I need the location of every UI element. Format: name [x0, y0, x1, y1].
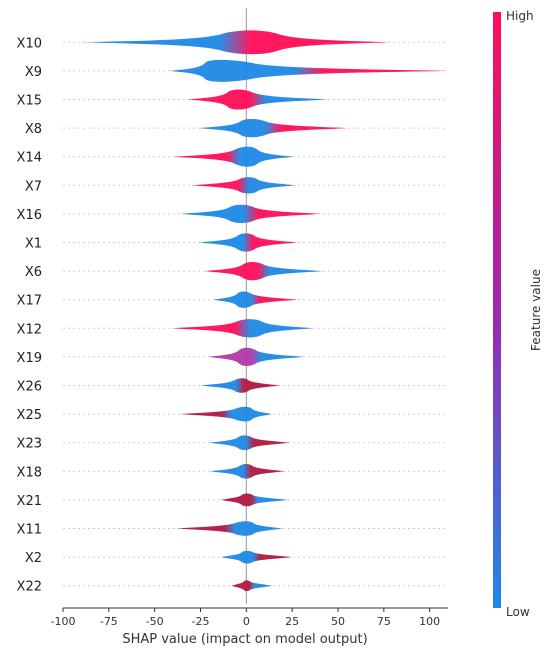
violin-x23 — [209, 435, 291, 451]
violin-x16 — [180, 204, 322, 224]
violin-x25 — [180, 406, 272, 422]
violin-x8 — [198, 118, 348, 138]
violin-x6 — [204, 261, 324, 281]
feature-label: X6 — [25, 265, 42, 280]
feature-label: X18 — [17, 465, 42, 480]
feature-label: X12 — [17, 322, 42, 337]
feature-label: X25 — [17, 408, 42, 423]
violins — [81, 30, 449, 592]
colorbar-low-label: Low — [506, 605, 530, 619]
x-tick-label: 25 — [285, 615, 299, 628]
violin-x1 — [198, 233, 298, 252]
x-axis-title: SHAP value (impact on model output) — [122, 632, 367, 647]
violin-x2 — [220, 550, 293, 564]
feature-label: X2 — [25, 551, 42, 566]
violin-x9 — [169, 59, 449, 82]
feature-label: X15 — [17, 94, 42, 109]
feature-label: X10 — [17, 36, 42, 51]
gridlines — [63, 41, 448, 587]
feature-label: X17 — [17, 294, 42, 309]
x-tick-label: 75 — [377, 615, 391, 628]
x-tick-label: -50 — [146, 615, 164, 628]
x-tick-label: 50 — [331, 615, 345, 628]
feature-label: X14 — [17, 151, 42, 166]
violin-x12 — [171, 319, 315, 338]
feature-label: X16 — [17, 208, 42, 223]
colorbar-high-label: High — [506, 9, 534, 23]
feature-label: X21 — [17, 494, 42, 509]
feature-label: X23 — [17, 437, 42, 452]
violin-x14 — [173, 146, 294, 167]
feature-label: X8 — [25, 122, 42, 137]
violin-x7 — [191, 177, 296, 194]
x-tick-label: -75 — [100, 615, 118, 628]
violin-x19 — [207, 347, 305, 367]
colorbar — [493, 12, 501, 608]
violin-x10 — [81, 30, 390, 55]
violin-x15 — [187, 89, 329, 110]
feature-label: X26 — [17, 380, 42, 395]
x-tick-label: -100 — [51, 615, 76, 628]
feature-label: X11 — [17, 523, 42, 538]
violin-x21 — [220, 493, 289, 507]
x-tick-label: 0 — [243, 615, 250, 628]
violin-x22 — [231, 580, 272, 592]
feature-label: X9 — [25, 65, 42, 80]
y-axis-labels: X10 X9 X15 X8 X14 X7 X16 X1 X6 X17 X12 X19 X26 X25 X23… — [17, 36, 42, 594]
feature-label: X7 — [25, 179, 42, 194]
violin-x11 — [176, 521, 283, 536]
violin-x17 — [213, 291, 298, 308]
colorbar-title: Feature value — [529, 269, 543, 351]
feature-label: X1 — [25, 237, 42, 252]
x-axis: -100 -75 -50 -25 0 25 50 75 100 — [51, 607, 448, 628]
x-tick-label: 100 — [419, 615, 440, 628]
violin-x26 — [200, 378, 280, 393]
feature-label: X19 — [17, 351, 42, 366]
violin-x18 — [209, 463, 285, 479]
feature-label: X22 — [17, 580, 42, 595]
x-tick-label: -25 — [192, 615, 210, 628]
